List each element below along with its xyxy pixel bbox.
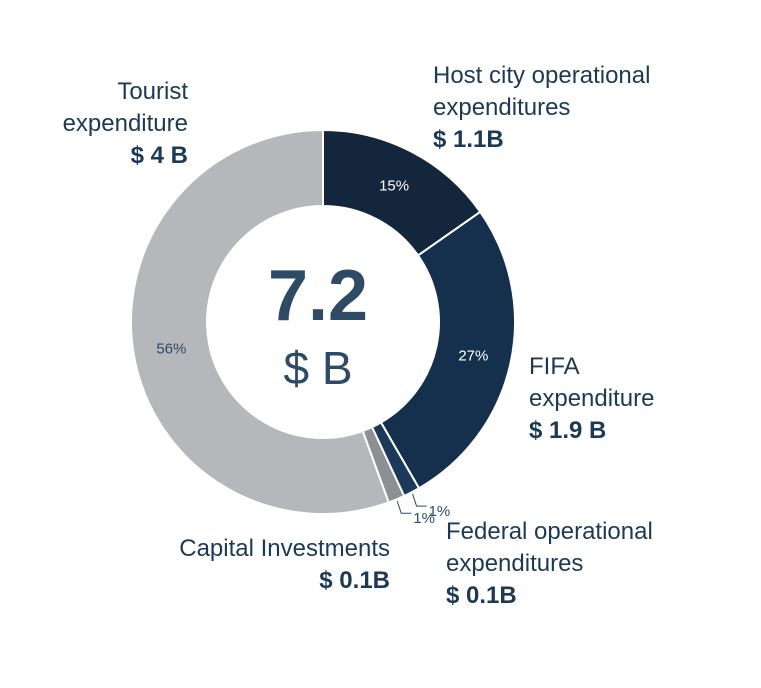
label-tourist-name-2: expenditure — [62, 110, 188, 137]
pct-label-1: 27% — [458, 347, 488, 364]
label-tourist-value: $ 4 B — [130, 142, 188, 169]
percent-labels: 15% 27% 1%1% 56% — [156, 177, 488, 527]
pct-label-4: 56% — [156, 341, 186, 358]
label-federal-name-2: expenditures — [446, 550, 584, 577]
label-fifa-name-2: expenditure — [529, 385, 655, 412]
label-federal-value: $ 0.1B — [446, 582, 517, 609]
pct-label-3: 1% — [413, 510, 435, 527]
label-federal-name-1: Federal operational — [446, 518, 653, 545]
label-tourist-name-1: Tourist — [117, 78, 188, 105]
label-capital-name: Capital Investments — [179, 535, 390, 562]
center-unit: $ B — [283, 342, 352, 394]
pct-label-2: 1% — [429, 503, 451, 520]
slice-1 — [379, 210, 516, 490]
pct-label-0: 15% — [379, 177, 409, 194]
label-host-city: Host city operational expenditures $ 1.1… — [433, 60, 650, 156]
label-host-city-name-1: Host city operational — [433, 62, 651, 89]
slice-4 — [130, 128, 390, 515]
label-host-city-name-2: expenditures — [433, 94, 571, 121]
label-fifa: FIFA expenditure $ 1.9 B — [529, 351, 654, 447]
label-fifa-value: $ 1.9 B — [529, 417, 607, 444]
leader-lines — [396, 493, 427, 514]
label-capital-value: $ 0.1B — [319, 567, 390, 594]
label-capital: Capital Investments $ 0.1B — [179, 533, 390, 597]
center-total: 7.2 — [268, 256, 368, 336]
label-host-city-value: $ 1.1B — [433, 126, 504, 153]
leader-line-3 — [396, 501, 412, 514]
label-fifa-name-1: FIFA — [529, 353, 580, 380]
leader-line-2 — [412, 493, 427, 507]
label-federal: Federal operational expenditures $ 0.1B — [446, 516, 653, 612]
donut-slices — [130, 128, 516, 515]
label-tourist: Tourist expenditure $ 4 B — [63, 76, 188, 172]
